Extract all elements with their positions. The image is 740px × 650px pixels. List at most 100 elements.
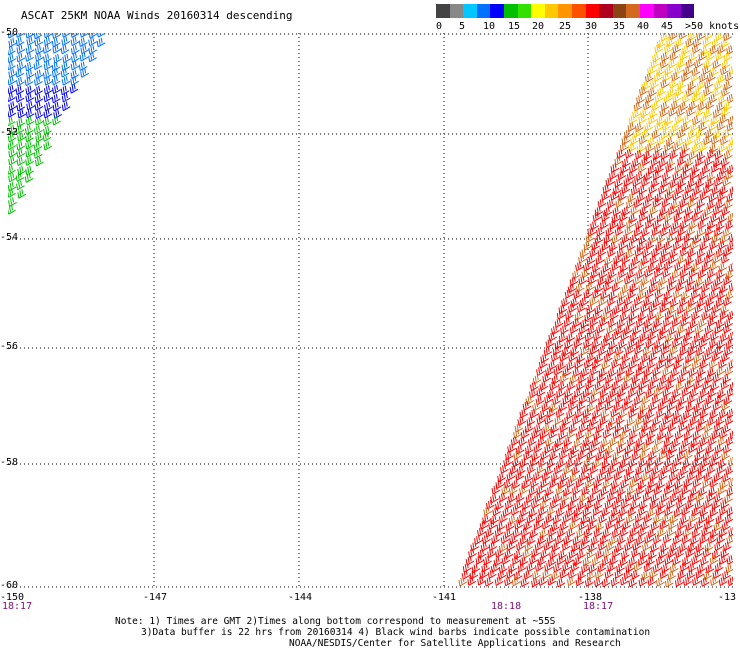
- wind-barb: [533, 443, 543, 453]
- wind-barb: [678, 422, 687, 432]
- wind-barb: [669, 178, 679, 189]
- wind-barb: [553, 464, 563, 475]
- wind-barb: [33, 149, 43, 159]
- wind-barb: [688, 513, 698, 523]
- wind-barb: [702, 547, 712, 558]
- wind-barb: [517, 562, 527, 573]
- lat-label-58: -58: [0, 457, 19, 468]
- wind-barb: [709, 457, 718, 467]
- legend-label: 40: [637, 21, 650, 32]
- wind-barb: [728, 477, 733, 488]
- wind-barb: [580, 514, 590, 525]
- wind-barb: [718, 94, 727, 105]
- wind-barb: [693, 185, 702, 196]
- wind-barb: [603, 381, 612, 391]
- wind-barb: [571, 513, 581, 523]
- wind-barb: [586, 570, 596, 581]
- wind-barb: [622, 157, 631, 168]
- wind-barb: [609, 310, 619, 320]
- wind-barb: [611, 359, 620, 369]
- wind-barb: [624, 472, 633, 482]
- wind-barb: [634, 512, 644, 523]
- wind-barb: [648, 401, 657, 412]
- wind-barb: [588, 563, 598, 574]
- wind-barb: [25, 147, 35, 158]
- wind-barb: [628, 556, 638, 567]
- wind-barb: [724, 346, 733, 356]
- wind-barb: [706, 492, 715, 502]
- wind-barb: [584, 499, 594, 510]
- wind-barb: [702, 478, 711, 489]
- wind-barb: [498, 492, 508, 503]
- wind-barb: [675, 86, 684, 97]
- wind-barb: [645, 143, 654, 153]
- wind-barb: [729, 186, 733, 195]
- wind-barb: [544, 415, 553, 425]
- wind-barb: [61, 76, 71, 86]
- wind-barb: [661, 121, 671, 131]
- wind-barb: [645, 93, 654, 104]
- wind-barb: [607, 562, 616, 572]
- wind-barb: [575, 430, 585, 440]
- wind-barb: [475, 555, 485, 565]
- wind-barb: [619, 141, 629, 152]
- legend-label: 10: [483, 21, 496, 32]
- wind-barb: [717, 484, 727, 495]
- wind-barb: [679, 51, 688, 61]
- wind-barb: [603, 206, 613, 217]
- wind-barb: [725, 290, 733, 301]
- wind-barb: [648, 549, 657, 560]
- wind-barb: [680, 170, 690, 181]
- wind-barb: [496, 521, 506, 532]
- wind-barb: [649, 471, 658, 481]
- wind-barb: [687, 80, 697, 91]
- wind-barb: [682, 240, 691, 250]
- wind-barb: [25, 85, 35, 95]
- wind-barb: [591, 556, 601, 566]
- wind-barb: [43, 141, 53, 151]
- wind-barb: [705, 394, 715, 405]
- wind-barb: [688, 150, 698, 160]
- wind-barb: [676, 471, 685, 481]
- wind-barb: [616, 444, 626, 454]
- wind-barb: [703, 570, 713, 581]
- wind-barb: [533, 471, 542, 481]
- wind-barb: [573, 457, 583, 467]
- wind-barb: [664, 430, 674, 440]
- wind-barb: [555, 507, 565, 517]
- wind-barb: [565, 458, 575, 468]
- wind-barb: [519, 507, 529, 517]
- wind-barb: [630, 500, 640, 510]
- wind-barb: [695, 255, 704, 266]
- wind-barb: [465, 555, 475, 566]
- wind-barb: [630, 185, 640, 196]
- wind-barb: [610, 407, 620, 418]
- wind-barb: [585, 282, 595, 292]
- wind-barb: [650, 156, 660, 167]
- wind-barb: [508, 563, 517, 573]
- wind-barb: [519, 556, 529, 566]
- wind-barb: [673, 360, 683, 370]
- wind-barb: [616, 247, 626, 258]
- wind-barb: [641, 156, 651, 166]
- wind-barb: [60, 44, 70, 55]
- wind-barb: [88, 36, 97, 47]
- wind-barb: [651, 226, 661, 236]
- wind-barb: [698, 486, 708, 497]
- wind-barb: [601, 311, 610, 322]
- wind-barb: [624, 444, 634, 455]
- wind-barb: [594, 283, 604, 293]
- wind-barb: [670, 199, 680, 210]
- wind-barb: [526, 562, 536, 573]
- wind-barb: [705, 178, 715, 188]
- wind-barb: [727, 115, 733, 126]
- wind-barb: [650, 521, 660, 531]
- wind-barb: [506, 541, 516, 551]
- wind-barb: [728, 262, 733, 273]
- wind-barb: [634, 122, 644, 132]
- wind-barb: [711, 38, 721, 48]
- wind-barb: [62, 53, 72, 64]
- wind-barb: [8, 92, 16, 103]
- wind-barb: [655, 506, 665, 516]
- wind-barb: [626, 485, 636, 495]
